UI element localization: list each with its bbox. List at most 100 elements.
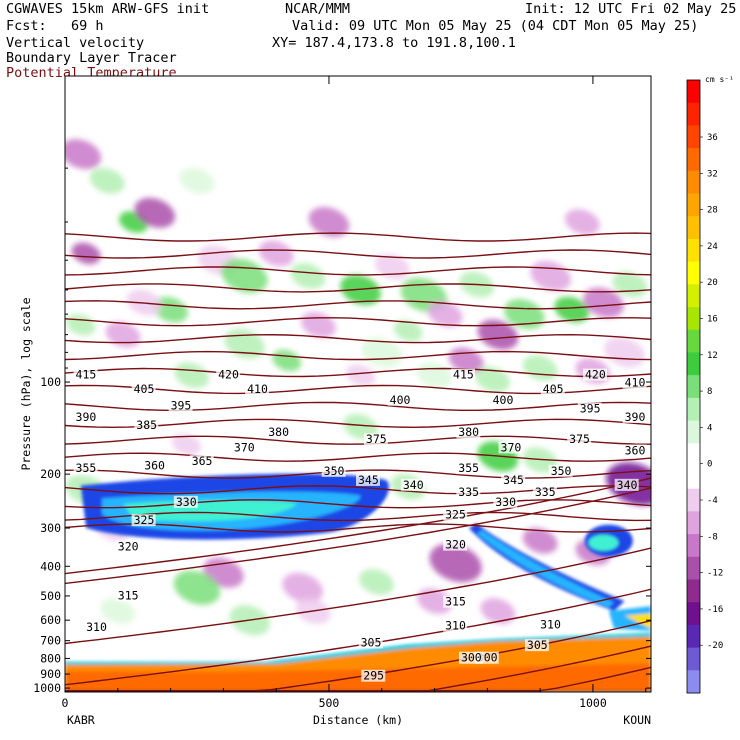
theta-label: 335 bbox=[458, 485, 479, 499]
colorbar-swatch bbox=[687, 511, 700, 535]
velocity-cell bbox=[308, 207, 350, 238]
theta-contour bbox=[65, 350, 651, 361]
theta-label-bg bbox=[189, 455, 214, 468]
tracer-plume-core bbox=[476, 530, 615, 608]
theta-label-bg bbox=[567, 433, 592, 446]
colorbar-label: 0 bbox=[707, 460, 712, 470]
colorbar-swatch bbox=[687, 670, 700, 694]
theta-label: 380 bbox=[268, 425, 289, 439]
theta-contour bbox=[65, 499, 651, 509]
theta-contour bbox=[65, 232, 651, 242]
theta-label-bg bbox=[583, 368, 608, 381]
theta-label-bg bbox=[540, 383, 565, 396]
theta-contour bbox=[65, 300, 651, 310]
velocity-cell bbox=[174, 362, 210, 389]
potential-temperature-contours: 415 420 405 410 395 390 385 380 375 370 365 360 355 3… bbox=[65, 232, 651, 692]
theta-contour bbox=[65, 249, 651, 259]
theta-label: 315 bbox=[118, 588, 139, 602]
theta-label-bg bbox=[115, 589, 140, 602]
x-axis-label: Distance (km) bbox=[313, 713, 403, 727]
colorbar-swatch bbox=[687, 397, 700, 422]
velocity-cell bbox=[359, 569, 394, 595]
theta-label: 380 bbox=[458, 425, 479, 439]
y-tick-label: 400 bbox=[40, 559, 61, 573]
theta-label: 360 bbox=[625, 444, 646, 458]
colorbar-label: -4 bbox=[707, 496, 718, 506]
theta-label-bg bbox=[498, 441, 523, 454]
colorbar-label: 24 bbox=[707, 242, 718, 252]
x-endpoint-end: KOUN bbox=[623, 713, 651, 727]
theta-label: 305 bbox=[361, 635, 382, 649]
theta-label-bg bbox=[115, 540, 140, 553]
colorbar-label: -16 bbox=[707, 605, 723, 615]
tracer-edge-core bbox=[624, 613, 651, 629]
theta-label-bg bbox=[501, 473, 526, 486]
theta-label: 325 bbox=[445, 507, 466, 521]
velocity-cell bbox=[475, 366, 511, 393]
velocity-cell bbox=[100, 598, 136, 624]
theta-label: 320 bbox=[118, 540, 139, 554]
y-tick-label: 200 bbox=[40, 467, 61, 481]
theta-label: 340 bbox=[617, 478, 638, 492]
velocity-cell bbox=[583, 287, 624, 318]
cross-section-xy: XY= 187.4,173.8 to 191.8,100.1 bbox=[272, 35, 516, 51]
theta-label-bg bbox=[245, 383, 270, 396]
velocity-cell bbox=[71, 242, 101, 265]
theta-label: 365 bbox=[192, 454, 213, 468]
theta-label-bg bbox=[443, 619, 468, 632]
theta-label: 310 bbox=[445, 619, 466, 633]
theta-label-bg bbox=[456, 426, 481, 439]
velocity-cell bbox=[393, 320, 423, 342]
theta-contour bbox=[65, 511, 651, 522]
x-axis: 0 500 1000 bbox=[62, 76, 647, 710]
theta-contour bbox=[65, 588, 651, 686]
theta-label-bg bbox=[131, 383, 156, 396]
colorbar-swatch bbox=[687, 465, 700, 490]
colorbar-units: cm s⁻¹ bbox=[705, 75, 734, 84]
theta-label: 305 bbox=[527, 638, 548, 652]
colorbar-swatch bbox=[687, 238, 700, 263]
colorbar-label: 8 bbox=[707, 387, 712, 397]
colorbar-swatch bbox=[687, 420, 700, 444]
theta-label: 315 bbox=[445, 595, 466, 609]
colorbar-swatch bbox=[687, 375, 700, 399]
theta-label: 310 bbox=[86, 620, 107, 634]
x-tick-label: 1000 bbox=[579, 696, 607, 710]
y-tick-label: 1000 bbox=[33, 681, 61, 695]
theta-contour bbox=[65, 523, 651, 533]
theta-label-bg bbox=[321, 464, 346, 477]
velocity-cell bbox=[503, 299, 545, 330]
theta-label-bg bbox=[231, 441, 256, 454]
velocity-cell bbox=[554, 296, 590, 323]
theta-label-bg bbox=[216, 368, 241, 381]
velocity-cell bbox=[105, 321, 141, 348]
colorbar-label: 12 bbox=[707, 351, 718, 361]
x-endpoint-start: KABR bbox=[67, 713, 95, 727]
theta-contour bbox=[65, 620, 651, 692]
center-name: NCAR/MMM bbox=[285, 1, 351, 17]
colorbar-swatch bbox=[687, 579, 700, 603]
velocity-cell bbox=[346, 364, 376, 386]
theta-label-bg bbox=[614, 478, 639, 491]
colorbar-label: -20 bbox=[707, 641, 723, 651]
velocity-cell bbox=[153, 296, 188, 323]
theta-label-bg bbox=[131, 514, 156, 527]
theta-label: 350 bbox=[551, 464, 572, 478]
theta-label-bg bbox=[361, 669, 386, 682]
theta-contour bbox=[65, 283, 651, 293]
theta-label: 370 bbox=[501, 440, 522, 454]
theta-contour bbox=[65, 547, 651, 645]
colorbar-label: -8 bbox=[707, 532, 718, 542]
theta-label: 350 bbox=[324, 464, 345, 478]
velocity-cell bbox=[480, 598, 516, 624]
theta-label: 360 bbox=[144, 458, 165, 472]
theta-label: 345 bbox=[358, 473, 379, 487]
theta-label: 420 bbox=[585, 368, 606, 382]
forecast-hour: Fcst: 69 h bbox=[6, 18, 104, 34]
field-boundary-layer-tracer: Boundary Layer Tracer bbox=[6, 50, 177, 66]
y-tick-label: 800 bbox=[40, 651, 61, 665]
colorbar-swatch bbox=[687, 624, 700, 649]
model-name: CGWAVES 15km ARW-GFS init bbox=[6, 1, 210, 17]
theta-label: 390 bbox=[76, 410, 97, 424]
theta-label-bg bbox=[622, 410, 647, 423]
